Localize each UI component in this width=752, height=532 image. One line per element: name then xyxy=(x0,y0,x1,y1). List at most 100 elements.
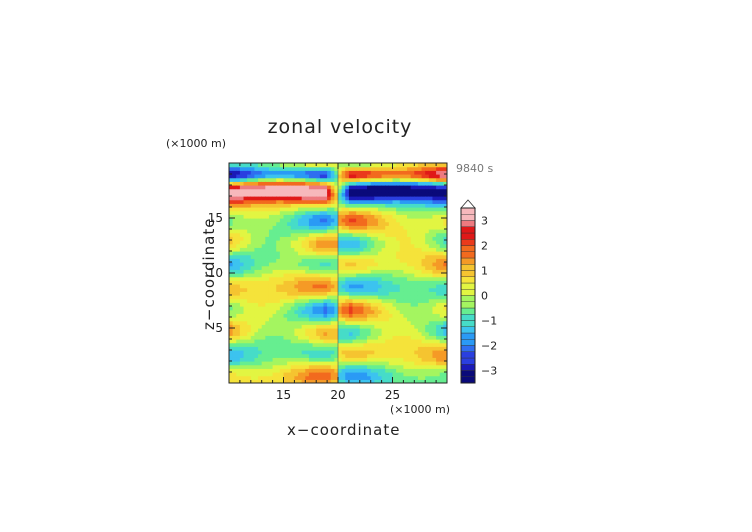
field-cell xyxy=(407,236,412,241)
field-cell xyxy=(294,243,299,248)
field-cell xyxy=(265,174,270,179)
field-cell xyxy=(414,320,419,325)
field-cell xyxy=(239,232,245,237)
field-cell xyxy=(316,346,321,351)
field-cell xyxy=(403,258,408,263)
field-cell xyxy=(385,258,390,263)
field-cell xyxy=(432,339,437,344)
field-cell xyxy=(319,313,325,318)
field-cell xyxy=(443,306,447,311)
field-cell xyxy=(396,166,401,171)
field-cell xyxy=(396,331,401,336)
field-cell xyxy=(388,174,394,179)
field-cell xyxy=(399,364,404,369)
field-cell xyxy=(359,317,365,322)
field-cell xyxy=(290,342,295,347)
field-cell xyxy=(436,364,441,369)
field-cell xyxy=(381,258,386,263)
field-cell xyxy=(290,313,295,318)
field-cell xyxy=(334,218,339,223)
field-cell xyxy=(370,247,375,252)
field-cell xyxy=(327,339,332,344)
field-cell xyxy=(388,306,394,311)
field-cell xyxy=(367,166,372,171)
field-cell xyxy=(425,342,430,347)
field-cell xyxy=(298,196,303,201)
field-cell xyxy=(229,372,234,377)
field-cell xyxy=(392,357,397,362)
field-cell xyxy=(414,342,419,347)
field-cell xyxy=(276,302,281,307)
field-cell xyxy=(232,218,237,223)
field-cell xyxy=(301,251,306,256)
field-cell xyxy=(392,375,397,380)
field-cell xyxy=(407,375,412,380)
field-cell xyxy=(287,328,292,333)
field-cell xyxy=(432,258,437,263)
field-cell xyxy=(421,232,426,237)
field-cell xyxy=(316,335,321,340)
field-cell xyxy=(247,346,252,351)
field-cell xyxy=(268,346,274,351)
field-cell xyxy=(308,273,314,278)
field-cell xyxy=(370,254,375,259)
field-cell xyxy=(428,342,434,347)
field-cell xyxy=(338,214,343,219)
field-cell xyxy=(236,207,241,212)
field-cell xyxy=(399,203,404,208)
field-cell xyxy=(381,379,386,383)
field-cell xyxy=(283,192,288,197)
field-cell xyxy=(356,372,361,377)
field-cell xyxy=(396,346,401,351)
field-cell xyxy=(410,324,415,329)
field-cell xyxy=(323,236,328,241)
field-cell xyxy=(392,188,397,193)
field-cell xyxy=(352,273,357,278)
field-cell xyxy=(254,229,259,234)
field-cell xyxy=(348,291,354,296)
field-cell xyxy=(334,181,339,186)
field-cell xyxy=(236,350,241,355)
field-cell xyxy=(338,295,343,300)
field-cell xyxy=(407,214,412,219)
field-cell xyxy=(345,339,350,344)
field-cell xyxy=(298,243,303,248)
field-cell xyxy=(359,254,365,259)
field-cell xyxy=(283,328,288,333)
field-cell xyxy=(399,353,404,358)
field-cell xyxy=(377,375,383,380)
field-cell xyxy=(294,166,299,171)
field-cell xyxy=(287,254,292,259)
field-cell xyxy=(403,214,408,219)
field-cell xyxy=(407,331,412,336)
field-cell xyxy=(421,313,426,318)
field-cell xyxy=(323,317,328,322)
field-cell xyxy=(236,251,241,256)
field-cell xyxy=(396,203,401,208)
field-cell xyxy=(330,170,335,175)
field-cell xyxy=(261,313,266,318)
field-cell xyxy=(399,309,404,314)
field-cell xyxy=(247,265,252,270)
field-cell xyxy=(345,317,350,322)
field-cell xyxy=(294,221,299,226)
field-cell xyxy=(323,353,328,358)
field-cell xyxy=(356,335,361,340)
field-cell xyxy=(436,254,441,259)
field-cell xyxy=(396,379,401,383)
field-cell xyxy=(330,331,335,336)
field-cell xyxy=(381,177,386,182)
field-cell xyxy=(417,342,423,347)
field-cell xyxy=(276,192,281,197)
field-cell xyxy=(283,295,288,300)
field-cell xyxy=(363,177,368,182)
field-cell xyxy=(232,287,237,292)
field-cell xyxy=(443,203,447,208)
field-cell xyxy=(298,328,303,333)
field-cell xyxy=(439,225,444,230)
field-cell xyxy=(381,306,386,311)
field-cell xyxy=(399,361,404,366)
field-cell xyxy=(439,273,444,278)
field-cell xyxy=(421,317,426,322)
field-cell xyxy=(428,229,434,234)
